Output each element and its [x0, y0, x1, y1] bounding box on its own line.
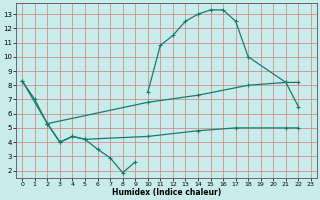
X-axis label: Humidex (Indice chaleur): Humidex (Indice chaleur) — [112, 188, 221, 197]
